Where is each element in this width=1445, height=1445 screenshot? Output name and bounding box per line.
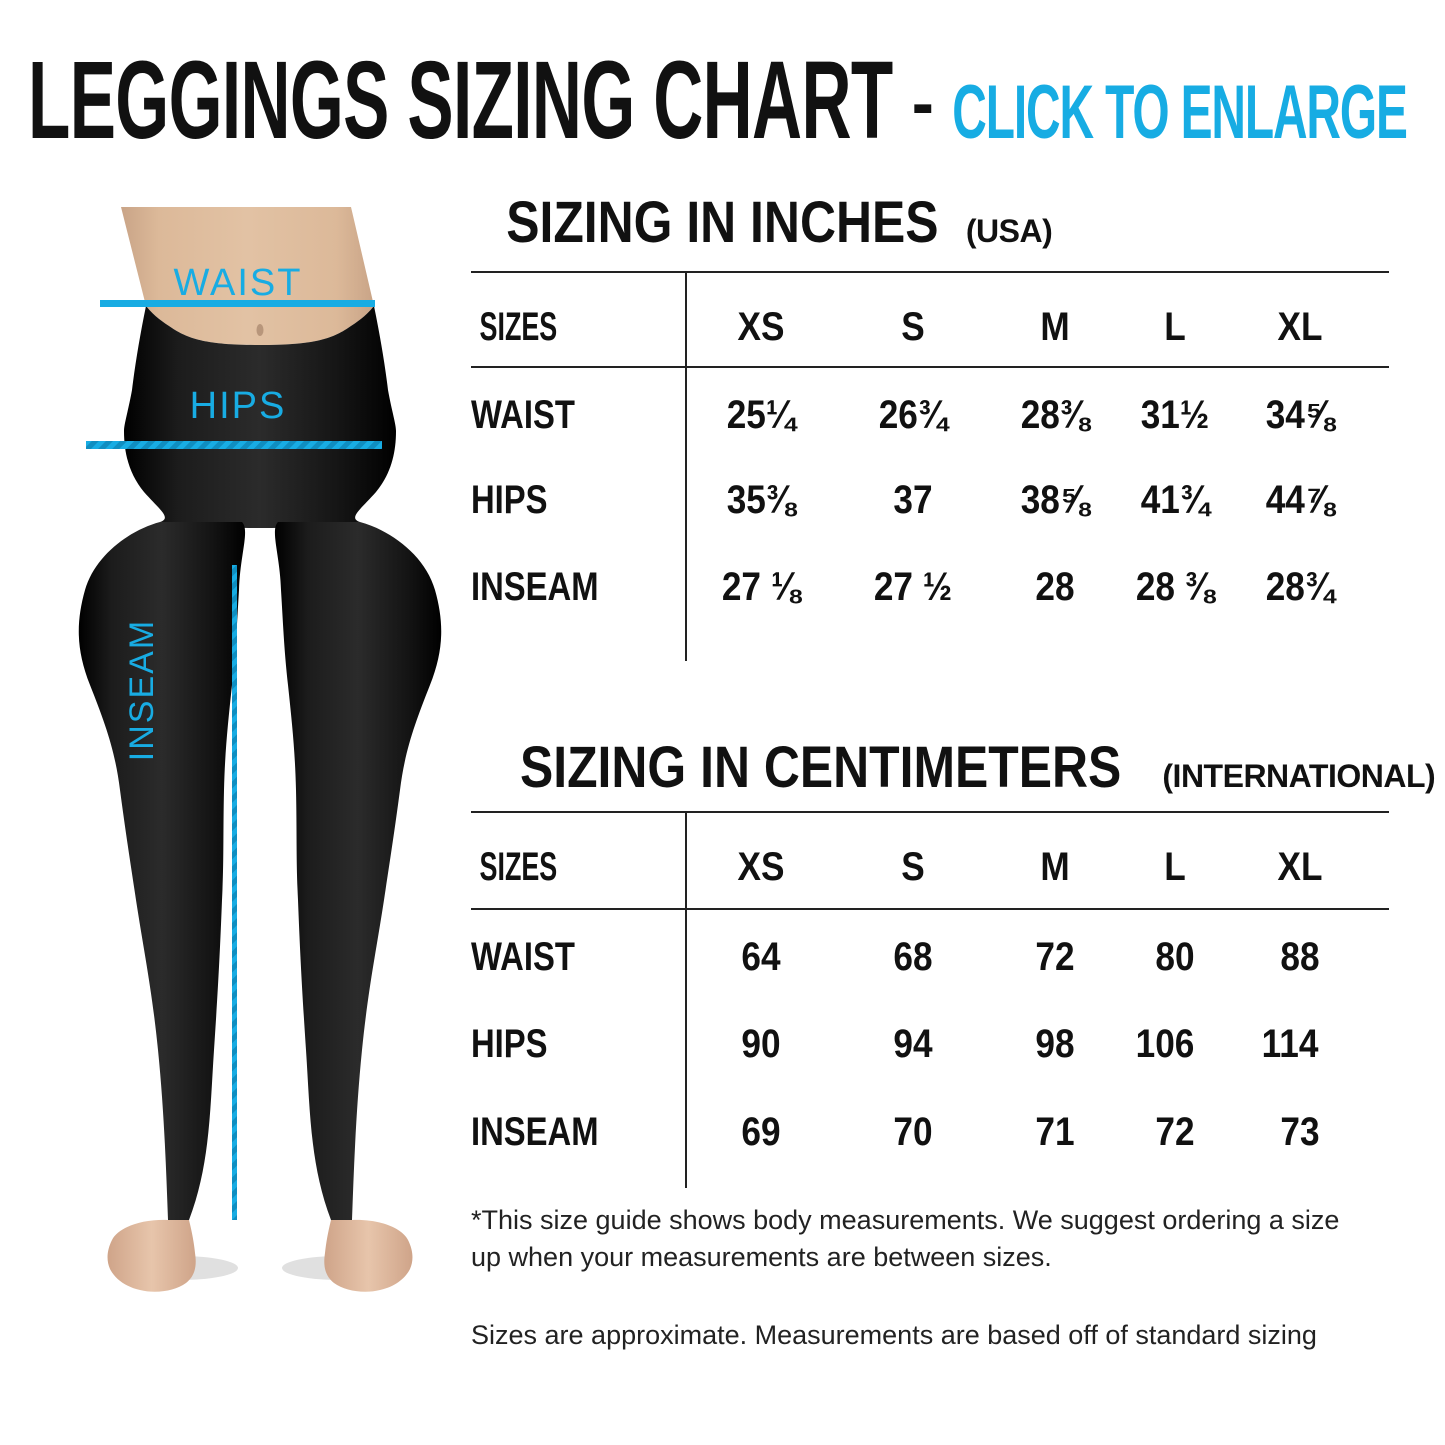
- svg-text:INSEAM: INSEAM: [123, 619, 161, 761]
- svg-text:WAIST: WAIST: [174, 262, 303, 304]
- svg-text:HIPS: HIPS: [190, 385, 287, 427]
